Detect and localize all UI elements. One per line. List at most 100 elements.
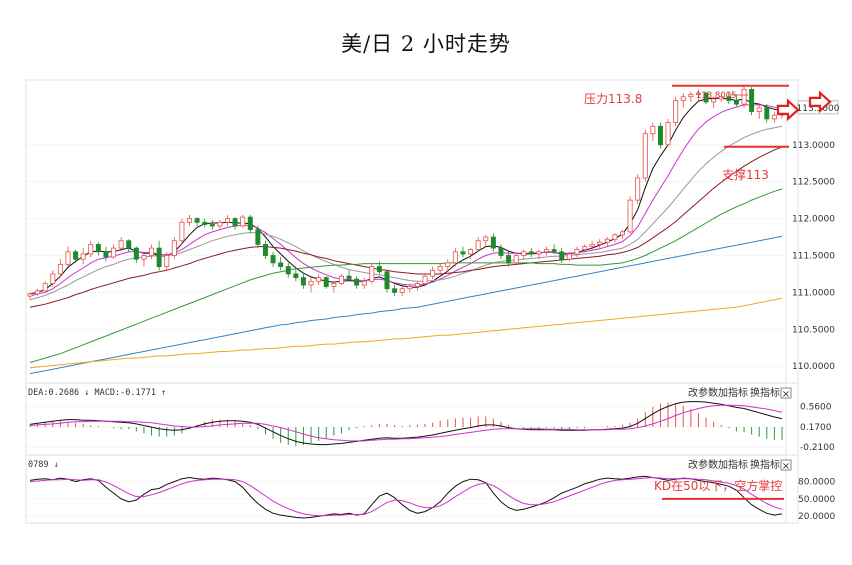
candle-body xyxy=(604,238,610,243)
candle-body xyxy=(392,288,398,293)
dif-line xyxy=(29,401,783,446)
candle-body xyxy=(430,269,436,277)
moving-average-line xyxy=(29,97,783,295)
candle-body xyxy=(42,283,48,292)
candle-body xyxy=(285,266,291,275)
candle-body xyxy=(156,247,162,267)
y-tick-label: 110.0000 xyxy=(792,362,835,372)
candle-body xyxy=(293,273,299,279)
candle-body xyxy=(642,133,648,179)
candle-body xyxy=(57,263,63,275)
candle-body xyxy=(468,249,474,255)
y-tick-label: 80.0000 xyxy=(798,478,835,488)
moving-average-line xyxy=(29,297,783,369)
change-params-button[interactable]: 改参数 xyxy=(688,458,718,471)
change-params-button[interactable]: 改参数 xyxy=(688,386,718,399)
candle-body xyxy=(103,251,109,258)
candle-body xyxy=(278,262,284,267)
y-tick-label: 20.0000 xyxy=(798,512,835,522)
page-title: 美/日 2 小时走势 xyxy=(341,32,511,56)
close-icon-glyph: × xyxy=(782,389,790,400)
candle-body xyxy=(141,255,147,260)
candle-body xyxy=(673,100,679,124)
candle-body xyxy=(80,253,86,260)
candle-body xyxy=(399,288,405,293)
candle-body xyxy=(149,247,155,256)
right-arrow-icon xyxy=(776,98,800,122)
candle-body xyxy=(225,218,230,223)
candle-body xyxy=(703,92,709,103)
close-icon[interactable] xyxy=(780,459,792,471)
swap-indicator-button[interactable]: 换指标 xyxy=(750,458,780,471)
close-icon[interactable] xyxy=(780,387,792,399)
dea-line xyxy=(29,404,783,442)
macd-indicator: 0.5600 0.1700 -0.2100 xyxy=(26,401,835,453)
candle-body xyxy=(726,96,732,101)
candle-body xyxy=(635,177,641,201)
candle-body xyxy=(247,216,253,231)
moving-average-line xyxy=(29,125,783,301)
candle-body xyxy=(475,240,481,250)
candle-body xyxy=(695,92,701,95)
candle-body xyxy=(376,266,382,273)
candle-body xyxy=(35,290,41,295)
candle-body xyxy=(354,278,360,286)
candle-body xyxy=(187,218,193,223)
candle-body xyxy=(680,96,686,101)
candle-body xyxy=(164,255,170,267)
candle-body xyxy=(574,249,580,255)
candle-body xyxy=(437,266,443,271)
moving-average-line xyxy=(29,188,783,363)
candle-body xyxy=(544,249,550,253)
candle-body xyxy=(95,244,101,253)
candle-body xyxy=(270,255,276,264)
y-tick-label: 110.5000 xyxy=(792,325,835,335)
candle-body xyxy=(338,275,344,284)
candle-body xyxy=(126,240,132,249)
candle-body xyxy=(711,98,717,103)
add-indicator-button[interactable]: 加指标 xyxy=(718,386,748,399)
candle-body xyxy=(255,229,261,245)
candle-body xyxy=(217,221,223,227)
swap-indicator-button[interactable]: 换指标 xyxy=(750,386,780,399)
candle-body xyxy=(498,247,504,256)
candle-body xyxy=(741,88,747,105)
candle-body xyxy=(597,241,603,245)
candle-body xyxy=(688,94,694,98)
candle-body xyxy=(559,251,565,260)
y-tick-label: -0.2100 xyxy=(800,443,835,453)
candle-body xyxy=(262,244,268,256)
candle-body xyxy=(490,236,496,249)
y-tick-label: 113.0000 xyxy=(792,141,835,151)
candle-body xyxy=(308,280,314,286)
candle-body xyxy=(551,249,557,253)
candle-body xyxy=(369,266,375,282)
candle-body xyxy=(407,286,413,290)
moving-average-line xyxy=(29,235,783,375)
candle-body xyxy=(346,275,352,280)
candle-body xyxy=(111,247,117,258)
close-icon-glyph: × xyxy=(782,461,790,472)
y-tick-label: 111.5000 xyxy=(792,251,835,261)
candle-body xyxy=(589,244,595,248)
candle-body xyxy=(202,221,208,225)
candle-body xyxy=(536,251,542,255)
candle-body xyxy=(582,246,587,250)
candle-body xyxy=(756,107,762,112)
candle-body xyxy=(194,218,200,223)
candle-body xyxy=(452,251,458,264)
candle-body xyxy=(209,224,215,227)
kdj-indicator: 80.0000 50.0000 20.0000 xyxy=(26,475,835,522)
candle-body xyxy=(316,277,322,282)
last-price-value: 113.5000 xyxy=(797,104,840,114)
candle-body xyxy=(513,255,519,264)
y-axis-ticks: 113.0000 112.5000 112.0000 111.5000 111.0000… xyxy=(792,141,835,372)
candle-body xyxy=(414,283,420,287)
add-indicator-button[interactable]: 加指标 xyxy=(718,458,748,471)
candle-body xyxy=(612,234,618,240)
candle-body xyxy=(331,283,337,287)
candle-body xyxy=(50,273,56,284)
candlesticks xyxy=(27,85,785,300)
candle-body xyxy=(521,251,527,256)
